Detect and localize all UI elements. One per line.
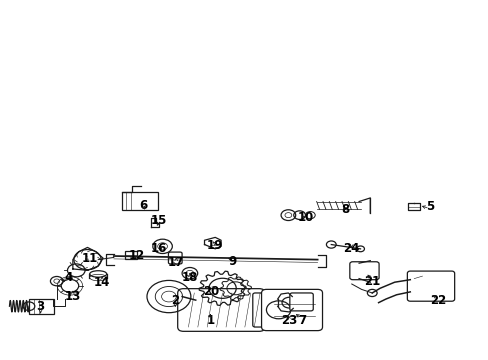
Text: 4: 4 [65,271,73,284]
FancyBboxPatch shape [252,293,268,327]
Text: 23: 23 [281,314,297,327]
Text: 7: 7 [297,314,305,327]
Text: 6: 6 [139,199,147,212]
FancyBboxPatch shape [349,262,378,280]
Text: 21: 21 [364,275,380,288]
Text: 13: 13 [64,290,81,303]
Text: 18: 18 [182,271,198,284]
FancyBboxPatch shape [168,252,182,264]
FancyBboxPatch shape [289,293,313,311]
FancyBboxPatch shape [261,289,322,330]
Text: 22: 22 [429,294,446,307]
Text: 12: 12 [129,249,145,262]
Text: 16: 16 [151,242,167,255]
Bar [29,299,54,314]
Bar [125,251,137,259]
Text: 5: 5 [425,201,433,213]
Text: 19: 19 [206,239,223,252]
Text: 10: 10 [297,211,313,224]
Text: 20: 20 [203,285,219,298]
Text: 11: 11 [81,252,98,265]
Text: 8: 8 [340,203,348,216]
FancyBboxPatch shape [407,271,454,301]
Text: 3: 3 [37,300,44,313]
Text: 17: 17 [168,256,184,269]
Text: 24: 24 [343,242,359,255]
FancyBboxPatch shape [177,289,264,331]
Text: 15: 15 [151,214,167,227]
Text: 1: 1 [206,314,214,327]
Bar [122,192,158,211]
Text: 2: 2 [171,294,179,307]
Text: 14: 14 [94,276,110,289]
Text: 9: 9 [228,255,236,268]
